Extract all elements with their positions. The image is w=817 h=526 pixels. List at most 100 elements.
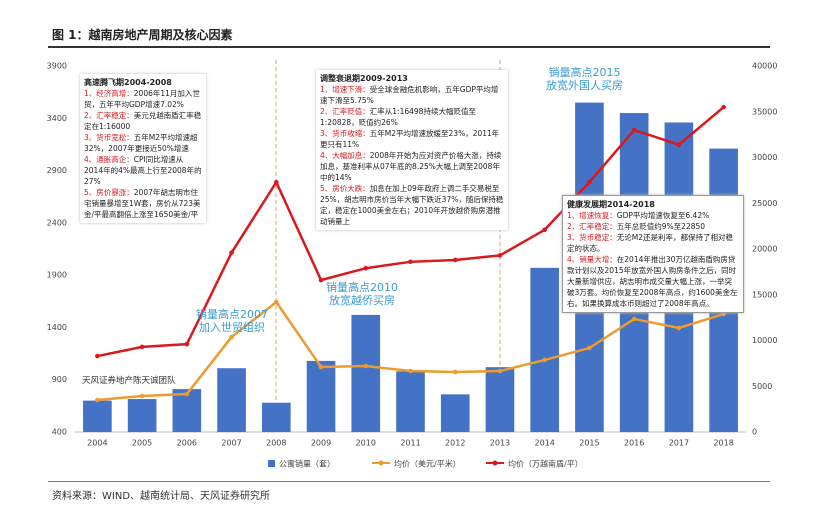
point <box>452 369 458 375</box>
point <box>229 250 234 255</box>
bar <box>306 360 336 432</box>
point <box>587 345 592 351</box>
point <box>274 179 279 185</box>
legend-swatch <box>378 460 384 466</box>
y2-tick-label: 15000 <box>752 290 777 299</box>
phase-item: 3、货币宽松：五年M2平均增速超32%，2007年更接近50%增速 <box>84 132 202 154</box>
bar <box>530 267 560 432</box>
legend-label: 均价（美元/平米） <box>394 459 461 469</box>
item-text: 加息在加上09年政府上调二手交易税至25%，胡志明市房价当年大幅下跌近37%，随… <box>320 184 504 226</box>
y2-tick-label: 30000 <box>752 153 777 162</box>
point <box>676 325 682 331</box>
y2-tick-label: 40000 <box>752 62 777 71</box>
x-tick-label: 2011 <box>400 439 420 448</box>
item-text: CPI同比增速从2014年的4%最高上行至2008年的27% <box>84 155 202 186</box>
point <box>408 259 413 265</box>
legend-label: 公寓销量（套） <box>279 459 335 469</box>
point <box>363 265 369 271</box>
team-label: 天风证券地产陈天诚团队 <box>82 376 176 386</box>
point <box>95 353 100 359</box>
item-label: 4、通胀高企： <box>84 155 134 164</box>
phase-item: 1、增速下滑：受全球金融危机影响，五年GDP平均增速下滑至5.75% <box>320 84 504 106</box>
point <box>497 368 503 374</box>
source-note: 资料来源：WIND、越南统计局、天风证券研究所 <box>52 491 271 502</box>
callout: 销量高点2007 加入世贸组织 <box>196 308 268 334</box>
point <box>229 334 234 340</box>
phase-title: 调整衰退期2009-2013 <box>320 74 408 83</box>
item-label: 3、货币收缩： <box>320 129 370 138</box>
point <box>542 227 547 233</box>
callout-line: 放宽外国人买房 <box>546 79 623 92</box>
phase-box: 调整衰退期2009-2013 1、增速下滑：受全球金融危机影响，五年GDP平均增速… <box>316 70 508 230</box>
y-tick-label: 3400 <box>47 114 67 123</box>
bar <box>351 314 381 432</box>
item-label: 1、增速恢复： <box>567 211 617 220</box>
x-tick-label: 2017 <box>669 439 689 448</box>
x-tick-label: 2009 <box>311 439 331 448</box>
phase-box: 高速腾飞期2004-2008 1、经济高增：2006年11月加入世贸，五年平均GD… <box>80 74 206 223</box>
y-tick-label: 3900 <box>47 62 67 71</box>
point <box>676 142 682 147</box>
item-text: 受全球金融危机影响，五年GDP平均增速下滑至5.75% <box>320 85 499 105</box>
phase-item: 2、汇率稳定：五年总贬值约9%至22850 <box>567 221 739 232</box>
y-tick-label: 1400 <box>47 323 67 332</box>
bar <box>396 371 425 432</box>
item-text: 五年M2平均增速放缓至23%，2011年更只有11% <box>320 129 500 149</box>
point <box>184 341 190 347</box>
item-label: 1、增速下滑： <box>320 85 370 94</box>
y-tick-label: 400 <box>52 428 67 437</box>
bar <box>127 399 157 432</box>
phase-item: 5、房价大跌：加息在加上09年政府上调二手交易税至25%，胡志明市房价当年大幅下… <box>320 183 504 227</box>
bar <box>440 394 470 432</box>
item-text: 五年总贬值约9%至22850 <box>616 222 706 231</box>
point <box>274 299 279 305</box>
x-tick-label: 2015 <box>579 439 599 448</box>
y-tick-label: 2400 <box>47 218 67 227</box>
point <box>363 363 369 369</box>
y2-tick-label: 25000 <box>752 199 777 208</box>
item-text: 美元兑越南盾汇率稳定在1:16000 <box>84 111 202 131</box>
point <box>184 391 190 397</box>
x-tick-label: 2010 <box>356 439 376 448</box>
x-tick-label: 2005 <box>132 439 152 448</box>
item-label: 5、房价暴涨： <box>84 188 134 197</box>
x-tick-label: 2013 <box>490 439 510 448</box>
item-label: 3、货币稳定： <box>567 233 617 242</box>
item-label: 5、房价大跌： <box>320 184 370 193</box>
phase-box: 健康发展期2014-2018 1、增速恢复：GDP平均增速恢复至6.42% 2、汇率… <box>562 195 744 313</box>
x-tick-label: 2008 <box>266 439 286 448</box>
point <box>721 104 726 110</box>
item-text: 五年M2平均增速超32%，2007年更接近50%增速 <box>84 133 198 153</box>
item-text: 2008年开始为应对资产价格大涨，持续加息，基准利率从07年底的8.25%大幅上… <box>320 151 502 182</box>
y2-tick-label: 20000 <box>752 245 777 254</box>
callout-line: 销量高点2015 <box>548 66 621 79</box>
item-text: 2006年11月加入世贸，五年平均GDP增速7.02% <box>84 89 200 109</box>
y2-tick-label: 0 <box>752 428 757 437</box>
callout: 销量高点2015 放宽外国人买房 <box>546 66 623 92</box>
point <box>631 127 637 133</box>
y2-tick-label: 5000 <box>752 382 772 391</box>
y-tick-label: 1900 <box>47 271 67 280</box>
phase-title: 健康发展期2014-2018 <box>567 200 655 209</box>
item-label: 3、货币宽松： <box>84 133 134 142</box>
item-text: 2007年胡志明市住宅销量暴增至1W套，房价从723美金/平最高翻倍上涨至165… <box>84 188 201 219</box>
item-label: 2、汇率稳定： <box>567 222 617 231</box>
rule <box>48 46 770 48</box>
x-tick-label: 2014 <box>535 439 555 448</box>
point <box>542 357 547 363</box>
phase-item: 4、大幅加息：2008年开始为应对资产价格大涨，持续加息，基准利率从07年底的8… <box>320 150 504 183</box>
point <box>452 257 458 263</box>
callout: 销量高点2010 放宽越侨买房 <box>326 281 398 307</box>
phase-item: 2、汇率贬值：汇率从1:16498持续大幅贬值至1:20828，贬值约26% <box>320 106 504 128</box>
point <box>318 277 324 283</box>
point <box>631 316 637 322</box>
x-tick-label: 2012 <box>445 439 465 448</box>
item-label: 4、大幅加息： <box>320 151 370 160</box>
point <box>95 397 100 403</box>
point <box>408 368 413 374</box>
item-label: 2、汇率贬值： <box>320 107 370 116</box>
phase-title: 高速腾飞期2004-2008 <box>84 78 172 87</box>
point <box>139 393 145 399</box>
figure-title: 图 1：越南房地产周期及核心因素 <box>52 28 233 42</box>
y-tick-label: 2900 <box>47 166 67 175</box>
